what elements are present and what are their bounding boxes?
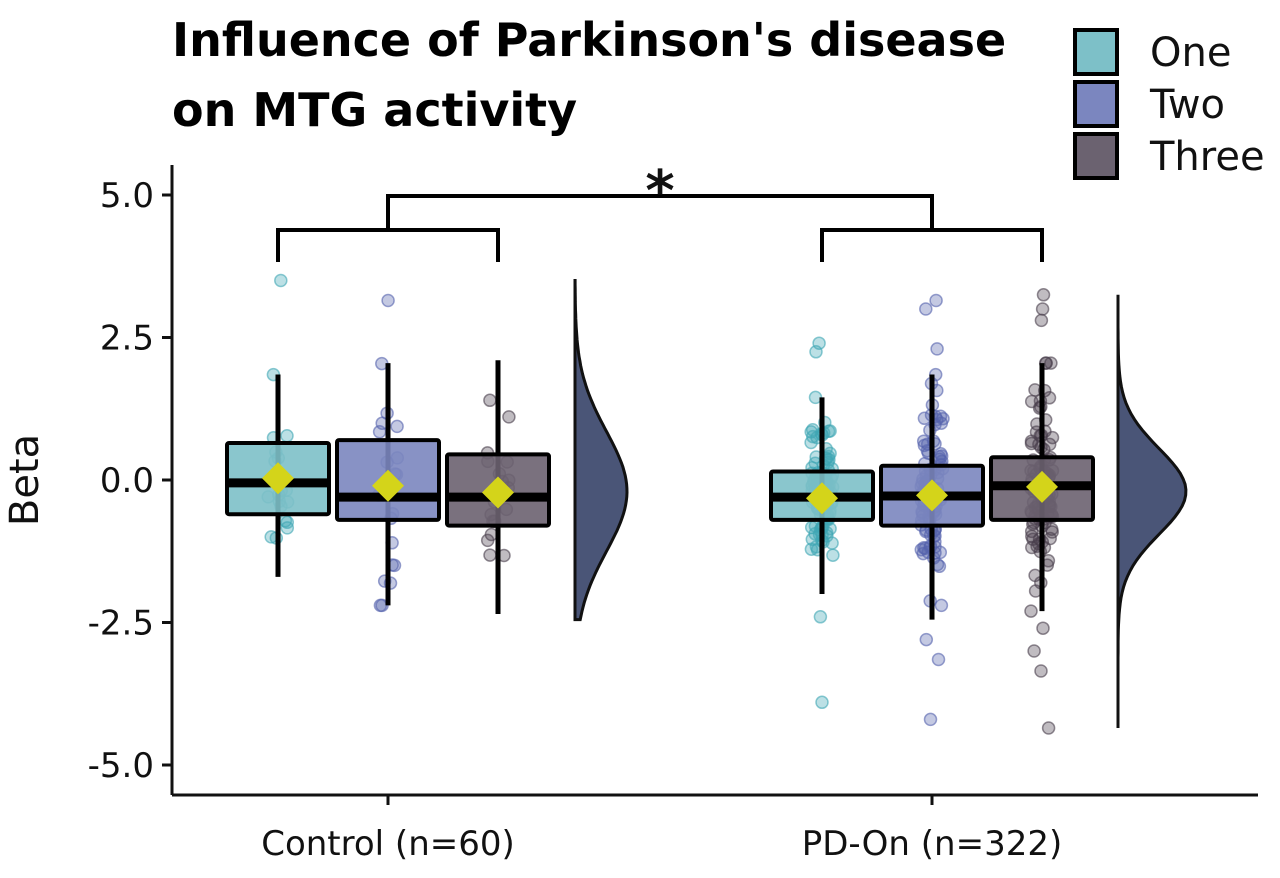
data-point: [280, 429, 294, 443]
legend-swatch: [1073, 132, 1119, 180]
y-tick-label: 0.0: [100, 461, 154, 501]
data-point: [483, 548, 497, 562]
density-cloud: [573, 279, 629, 622]
data-point: [1045, 430, 1060, 445]
mean-marker: [482, 476, 514, 509]
group-bracket: [820, 228, 1044, 262]
density-cloud: [1116, 294, 1188, 728]
outlier-point: [923, 712, 938, 727]
significance-bracket: [386, 194, 934, 230]
legend: One Two Three: [1073, 28, 1265, 180]
outlier-point: [1034, 313, 1049, 328]
legend-label: Three: [1149, 134, 1265, 180]
outlier-point: [1027, 644, 1041, 658]
data-point: [1044, 356, 1058, 370]
outlier-point: [1036, 621, 1050, 635]
x-tick-label: PD-On (n=322): [802, 824, 1062, 864]
data-point: [917, 411, 932, 426]
outlier-point: [1041, 721, 1056, 735]
y-axis-title: Beta: [2, 434, 48, 526]
outlier-point: [381, 293, 395, 308]
y-tick-label: 5.0: [100, 176, 154, 216]
chart-title-line-2: on MTG activity: [172, 83, 577, 137]
outlier-point: [929, 293, 943, 308]
outlier-point: [930, 342, 944, 356]
mean-marker: [372, 469, 404, 502]
mean-marker: [916, 479, 948, 512]
data-point: [1025, 529, 1039, 544]
group-bracket: [276, 228, 500, 262]
mean-marker: [262, 462, 294, 495]
mean-marker: [806, 482, 838, 515]
outlier-point: [1035, 302, 1050, 316]
mean-marker: [1026, 470, 1058, 503]
data-point: [826, 548, 840, 562]
outlier-point: [809, 345, 823, 359]
outlier-point: [1036, 288, 1051, 302]
axes: 5.0 2.5 0.0 -2.5 -5.0 Control (n=60) PD-On (n=…: [2, 165, 1258, 864]
y-tick-label: -2.5: [88, 604, 154, 644]
chart-title-line-1: Influence of Parkinson's disease: [172, 13, 1006, 67]
outlier-point: [815, 695, 829, 710]
outlier-point: [919, 632, 934, 647]
data-point: [1024, 604, 1038, 618]
significance-label: *: [645, 159, 674, 224]
legend-label: Two: [1149, 82, 1225, 128]
outlier-point: [274, 273, 288, 288]
x-tick-label: Control (n=60): [261, 824, 515, 864]
legend-swatch: [1073, 28, 1119, 76]
y-tick-label: 2.5: [100, 319, 154, 359]
data-point: [934, 449, 949, 463]
outlier-point: [813, 610, 828, 624]
plot-area: *: [225, 159, 1188, 735]
data-point: [1042, 391, 1057, 405]
y-tick-label: -5.0: [88, 746, 154, 786]
data-point: [805, 423, 820, 437]
data-point: [280, 515, 295, 530]
outlier-point: [919, 302, 933, 316]
data-point: [390, 419, 404, 434]
data-point: [934, 598, 949, 613]
legend-swatch: [1073, 80, 1119, 128]
data-point: [502, 410, 516, 424]
legend-label: One: [1150, 30, 1231, 76]
outlier-point: [1034, 664, 1048, 678]
data-point: [372, 425, 387, 439]
data-point: [804, 435, 818, 450]
data-point: [1028, 383, 1042, 397]
chart-title: Influence of Parkinson's disease on MTG …: [172, 13, 1006, 137]
data-point: [917, 438, 932, 453]
outlier-point: [931, 652, 946, 667]
data-point: [483, 393, 497, 408]
